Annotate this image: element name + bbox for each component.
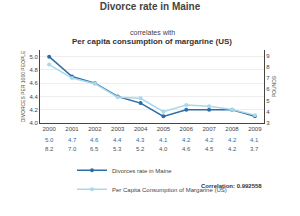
svg-text:4.2: 4.2	[228, 137, 237, 143]
svg-text:Divorce rate in Maine: Divorce rate in Maine	[100, 1, 201, 12]
svg-text:2001: 2001	[65, 126, 79, 132]
svg-text:Correlation: 0.992558: Correlation: 0.992558	[201, 183, 262, 189]
svg-text:4.2: 4.2	[29, 107, 38, 113]
svg-text:9: 9	[266, 53, 270, 59]
svg-text:6: 6	[266, 86, 270, 92]
svg-text:4: 4	[266, 109, 270, 115]
svg-text:POUNDS: POUNDS	[271, 75, 277, 97]
svg-text:2003: 2003	[111, 126, 125, 132]
svg-text:DIVORCES PER 1000 PEOPLE: DIVORCES PER 1000 PEOPLE	[20, 50, 26, 122]
svg-text:2008: 2008	[225, 126, 239, 132]
svg-text:Per Capita Consumption of Marg: Per Capita Consumption of Margarine (US)	[112, 187, 227, 193]
svg-text:4.6: 4.6	[29, 80, 38, 86]
svg-text:5: 5	[266, 98, 270, 104]
svg-text:3.7: 3.7	[250, 146, 259, 152]
svg-text:4.5: 4.5	[205, 146, 214, 152]
svg-text:5.0: 5.0	[29, 54, 38, 60]
svg-text:2000: 2000	[42, 126, 56, 132]
svg-text:7: 7	[266, 75, 270, 81]
svg-text:2007: 2007	[202, 126, 216, 132]
svg-text:4.0: 4.0	[29, 120, 38, 126]
svg-text:4.4: 4.4	[113, 137, 122, 143]
svg-text:4.2: 4.2	[182, 137, 191, 143]
svg-text:4.0: 4.0	[159, 146, 168, 152]
svg-text:5.0: 5.0	[45, 137, 54, 143]
svg-text:2009: 2009	[248, 126, 262, 132]
svg-text:4.6: 4.6	[90, 137, 99, 143]
svg-text:5.2: 5.2	[136, 146, 145, 152]
svg-text:2006: 2006	[180, 126, 194, 132]
svg-text:4.2: 4.2	[205, 137, 214, 143]
svg-text:4.1: 4.1	[159, 137, 168, 143]
svg-text:4.8: 4.8	[29, 67, 38, 73]
svg-text:correlates with: correlates with	[130, 29, 175, 36]
svg-text:4.3: 4.3	[136, 137, 145, 143]
svg-text:Per capita consumption of marg: Per capita consumption of margarine (US)	[72, 37, 232, 46]
svg-text:8.2: 8.2	[45, 146, 54, 152]
svg-text:4.7: 4.7	[68, 137, 77, 143]
svg-text:8: 8	[266, 64, 270, 70]
svg-text:Divorces rate in Maine: Divorces rate in Maine	[112, 168, 172, 174]
svg-text:7.0: 7.0	[68, 146, 77, 152]
svg-text:4.1: 4.1	[250, 137, 259, 143]
svg-text:4.2: 4.2	[228, 146, 237, 152]
svg-text:5.3: 5.3	[113, 146, 122, 152]
svg-text:6.5: 6.5	[90, 146, 99, 152]
svg-text:4.6: 4.6	[182, 146, 191, 152]
svg-text:4.4: 4.4	[29, 94, 38, 100]
svg-text:2004: 2004	[134, 126, 148, 132]
svg-text:2005: 2005	[157, 126, 171, 132]
svg-text:3: 3	[266, 120, 270, 126]
svg-text:2002: 2002	[88, 126, 102, 132]
